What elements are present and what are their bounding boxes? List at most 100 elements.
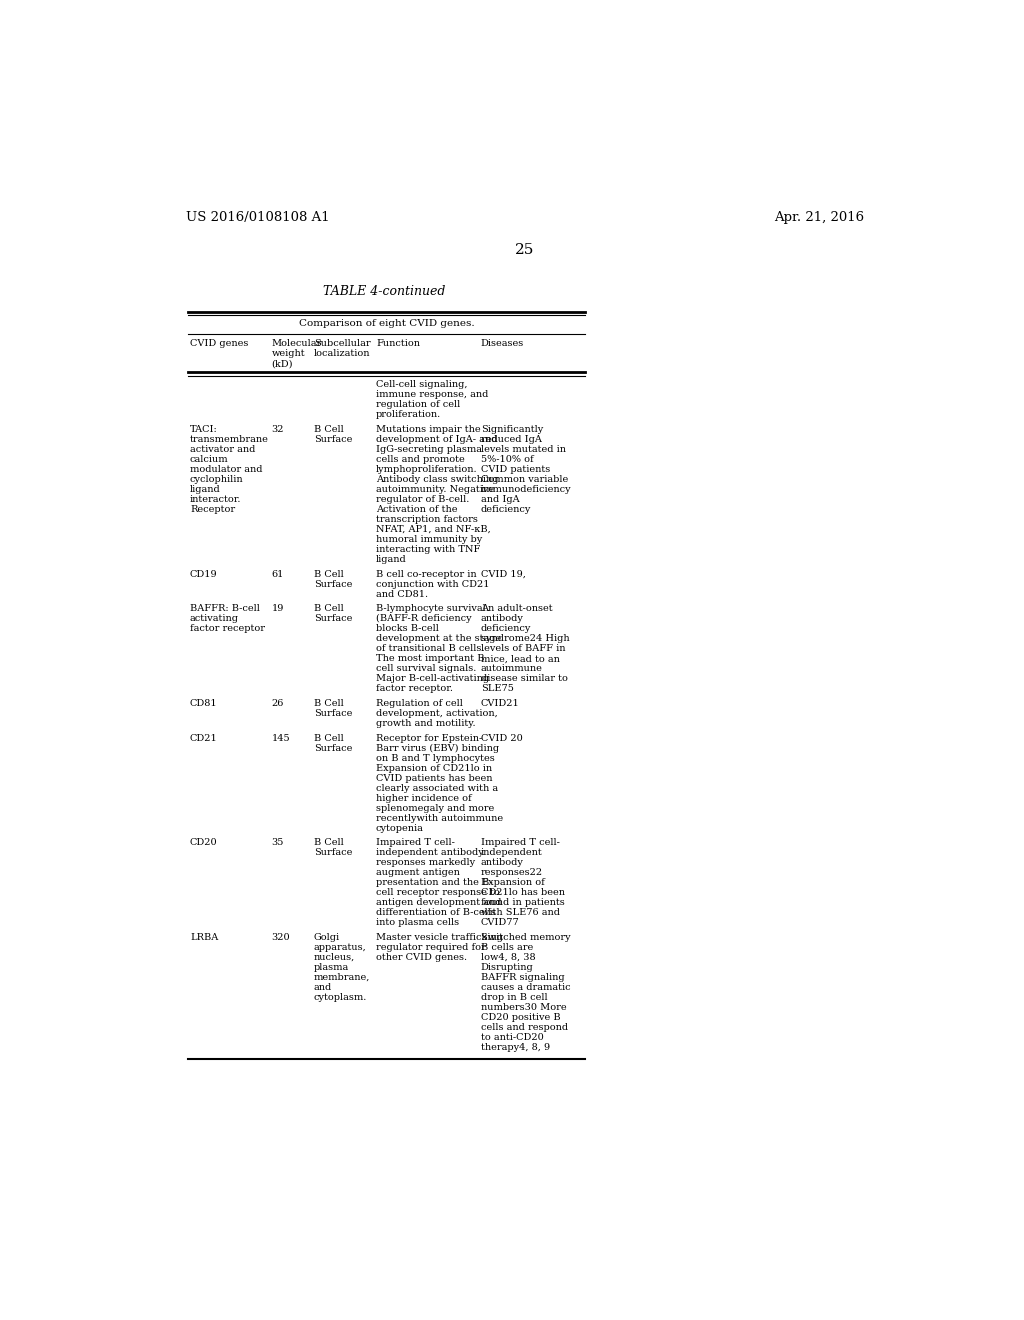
Text: cytoplasm.: cytoplasm. [314, 993, 368, 1002]
Text: Golgi: Golgi [314, 933, 340, 942]
Text: development, activation,: development, activation, [376, 709, 498, 718]
Text: low4, 8, 38: low4, 8, 38 [480, 953, 536, 962]
Text: SLE75: SLE75 [480, 684, 513, 693]
Text: cell survival signals.: cell survival signals. [376, 664, 476, 673]
Text: independent antibody: independent antibody [376, 849, 483, 857]
Text: Surface: Surface [314, 849, 352, 857]
Text: found in patients: found in patients [480, 899, 564, 907]
Text: deficiency: deficiency [480, 624, 531, 634]
Text: nucleus,: nucleus, [314, 953, 355, 962]
Text: An adult-onset: An adult-onset [480, 605, 552, 614]
Text: disease similar to: disease similar to [480, 675, 567, 684]
Text: Expansion of CD21lo in: Expansion of CD21lo in [376, 763, 493, 772]
Text: Molecular: Molecular [271, 339, 322, 348]
Text: regulator of B-cell.: regulator of B-cell. [376, 495, 469, 504]
Text: therapy4, 8, 9: therapy4, 8, 9 [480, 1043, 550, 1052]
Text: Surface: Surface [314, 579, 352, 589]
Text: Impaired T cell-: Impaired T cell- [480, 838, 559, 847]
Text: 19: 19 [271, 605, 284, 614]
Text: Function: Function [376, 339, 420, 348]
Text: B cells are: B cells are [480, 942, 532, 952]
Text: 32: 32 [271, 425, 284, 434]
Text: augment antigen: augment antigen [376, 869, 460, 878]
Text: CVID21: CVID21 [480, 700, 519, 708]
Text: TABLE 4-continued: TABLE 4-continued [323, 285, 445, 298]
Text: Apr. 21, 2016: Apr. 21, 2016 [774, 211, 864, 224]
Text: ligand: ligand [376, 554, 407, 564]
Text: other CVID genes.: other CVID genes. [376, 953, 467, 962]
Text: 35: 35 [271, 838, 284, 847]
Text: B Cell: B Cell [314, 425, 344, 434]
Text: transmembrane: transmembrane [190, 434, 269, 444]
Text: B Cell: B Cell [314, 570, 344, 578]
Text: Barr virus (EBV) binding: Barr virus (EBV) binding [376, 743, 499, 752]
Text: IgG-secreting plasma: IgG-secreting plasma [376, 445, 482, 454]
Text: independent: independent [480, 849, 543, 857]
Text: LRBA: LRBA [190, 933, 218, 942]
Text: weight: weight [271, 350, 305, 358]
Text: transcription factors: transcription factors [376, 515, 478, 524]
Text: BAFFR signaling: BAFFR signaling [480, 973, 564, 982]
Text: and CD81.: and CD81. [376, 590, 428, 598]
Text: of transitional B cells.: of transitional B cells. [376, 644, 484, 653]
Text: CVID patients: CVID patients [480, 465, 550, 474]
Text: on B and T lymphocytes: on B and T lymphocytes [376, 754, 495, 763]
Text: cells and promote: cells and promote [376, 455, 465, 463]
Text: Disrupting: Disrupting [480, 964, 534, 972]
Text: clearly associated with a: clearly associated with a [376, 784, 498, 792]
Text: into plasma cells: into plasma cells [376, 919, 459, 928]
Text: Cell-cell signaling,: Cell-cell signaling, [376, 380, 468, 389]
Text: autoimmune: autoimmune [480, 664, 543, 673]
Text: conjunction with CD21: conjunction with CD21 [376, 579, 489, 589]
Text: reduced IgA: reduced IgA [480, 434, 542, 444]
Text: NFAT, AP1, and NF-κB,: NFAT, AP1, and NF-κB, [376, 525, 490, 533]
Text: CD81: CD81 [190, 700, 218, 708]
Text: to anti-CD20: to anti-CD20 [480, 1034, 544, 1041]
Text: with SLE76 and: with SLE76 and [480, 908, 560, 917]
Text: CVID patients has been: CVID patients has been [376, 774, 493, 783]
Text: The most important B: The most important B [376, 655, 484, 663]
Text: Surface: Surface [314, 434, 352, 444]
Text: cyclophilin: cyclophilin [190, 475, 244, 484]
Text: recentlywith autoimmune: recentlywith autoimmune [376, 813, 503, 822]
Text: localization: localization [314, 350, 371, 358]
Text: cytopenia: cytopenia [376, 824, 424, 833]
Text: interactor.: interactor. [190, 495, 242, 504]
Text: antibody: antibody [480, 858, 523, 867]
Text: Expansion of: Expansion of [480, 878, 545, 887]
Text: levels of BAFF in: levels of BAFF in [480, 644, 565, 653]
Text: syndrome24 High: syndrome24 High [480, 635, 569, 643]
Text: antigen development and: antigen development and [376, 899, 502, 907]
Text: 25: 25 [515, 243, 535, 257]
Text: (kD): (kD) [271, 359, 293, 368]
Text: B Cell: B Cell [314, 605, 344, 614]
Text: Common variable: Common variable [480, 475, 568, 484]
Text: Diseases: Diseases [480, 339, 524, 348]
Text: 61: 61 [271, 570, 284, 578]
Text: mice, lead to an: mice, lead to an [480, 655, 559, 663]
Text: calcium: calcium [190, 455, 228, 463]
Text: modulator and: modulator and [190, 465, 262, 474]
Text: CD20: CD20 [190, 838, 218, 847]
Text: Receptor for Epstein-: Receptor for Epstein- [376, 734, 482, 743]
Text: immune response, and: immune response, and [376, 391, 488, 399]
Text: 5%-10% of: 5%-10% of [480, 455, 534, 463]
Text: Surface: Surface [314, 614, 352, 623]
Text: splenomegaly and more: splenomegaly and more [376, 804, 495, 813]
Text: Impaired T cell-: Impaired T cell- [376, 838, 455, 847]
Text: B Cell: B Cell [314, 734, 344, 743]
Text: CD21lo has been: CD21lo has been [480, 888, 564, 898]
Text: lymphoproliferation.: lymphoproliferation. [376, 465, 477, 474]
Text: B cell co-receptor in: B cell co-receptor in [376, 570, 476, 578]
Text: presentation and the B-: presentation and the B- [376, 878, 493, 887]
Text: antibody: antibody [480, 614, 523, 623]
Text: Comparison of eight CVID genes.: Comparison of eight CVID genes. [299, 318, 475, 327]
Text: activating: activating [190, 614, 239, 623]
Text: cells and respond: cells and respond [480, 1023, 567, 1032]
Text: and: and [314, 983, 332, 993]
Text: development of IgA- and: development of IgA- and [376, 434, 498, 444]
Text: and IgA: and IgA [480, 495, 519, 504]
Text: interacting with TNF: interacting with TNF [376, 545, 480, 554]
Text: higher incidence of: higher incidence of [376, 793, 472, 803]
Text: Switched memory: Switched memory [480, 933, 570, 942]
